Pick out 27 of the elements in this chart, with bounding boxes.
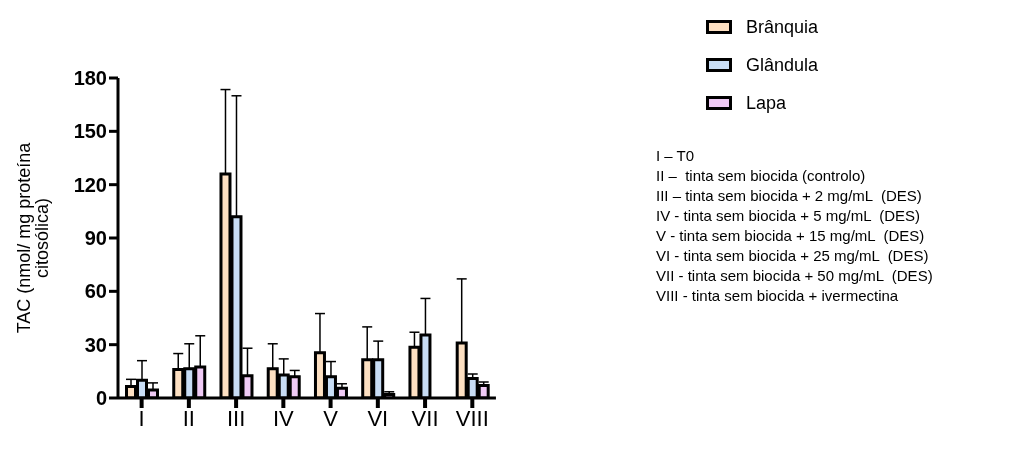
y-tick-label: 120 [73, 173, 107, 196]
y-tick-label: 60 [84, 280, 107, 303]
legend-label: Glândula [745, 54, 818, 77]
text: V - tinta sem biocida + 15 mg/mL (DES) [656, 226, 926, 246]
y-axis-title: TAC (nmol/ mg proteína citosólica) [14, 141, 53, 334]
x-tick-label: V [323, 405, 339, 431]
text: I – T0 [656, 146, 696, 166]
x-tick-label: VIII [455, 405, 489, 431]
text: VIII - tinta sem biocida + ivermectina [656, 286, 900, 306]
x-tick-label: VII [411, 405, 439, 431]
text: II – tinta sem biocida (controlo) [656, 166, 867, 186]
y-tick-label: 150 [73, 120, 107, 143]
text: VII - tinta sem biocida + 50 mg/mL (DES) [656, 266, 933, 286]
x-tick-label: I [138, 405, 145, 431]
y-tick-label: 30 [84, 333, 107, 356]
x-tick-label: IV [272, 405, 295, 431]
legend-label: Lapa [745, 92, 786, 115]
legend-label: Brânquia [745, 16, 818, 39]
text: IV - tinta sem biocida + 5 mg/mL (DES) [656, 206, 922, 226]
x-tick-label: VI [367, 405, 389, 431]
y-tick-label: 180 [73, 67, 107, 90]
text: VI - tinta sem biocida + 25 mg/mL (DES) [656, 246, 930, 266]
x-tick-label: II [182, 405, 195, 431]
y-tick-label: 0 [95, 387, 107, 410]
x-tick-label: III [226, 405, 246, 431]
y-tick-label: 90 [84, 227, 107, 250]
text: III – tinta sem biocida + 2 mg/mL (DES) [656, 186, 923, 206]
